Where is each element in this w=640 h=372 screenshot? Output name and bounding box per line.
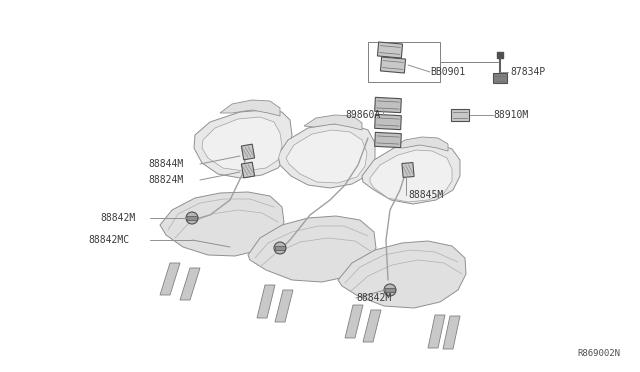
Polygon shape bbox=[241, 162, 255, 178]
Text: 88842MC: 88842MC bbox=[88, 235, 129, 245]
Polygon shape bbox=[345, 305, 363, 338]
Polygon shape bbox=[275, 290, 293, 322]
Circle shape bbox=[186, 212, 198, 224]
Polygon shape bbox=[187, 216, 197, 220]
Polygon shape bbox=[394, 137, 448, 151]
Circle shape bbox=[384, 284, 396, 296]
Polygon shape bbox=[194, 110, 292, 178]
Polygon shape bbox=[493, 73, 507, 83]
Polygon shape bbox=[370, 150, 452, 202]
Polygon shape bbox=[220, 100, 280, 116]
Text: 88845M: 88845M bbox=[408, 190, 444, 200]
Polygon shape bbox=[385, 288, 395, 292]
Polygon shape bbox=[380, 57, 406, 73]
Polygon shape bbox=[362, 143, 460, 204]
Text: 89860A: 89860A bbox=[345, 110, 380, 120]
Polygon shape bbox=[286, 130, 367, 183]
Text: 88844M: 88844M bbox=[148, 159, 183, 169]
Polygon shape bbox=[374, 97, 401, 113]
Polygon shape bbox=[374, 114, 401, 130]
Polygon shape bbox=[278, 124, 375, 188]
Polygon shape bbox=[248, 216, 376, 282]
Polygon shape bbox=[202, 117, 282, 171]
Polygon shape bbox=[180, 268, 200, 300]
Polygon shape bbox=[428, 315, 445, 348]
Polygon shape bbox=[374, 132, 401, 148]
Polygon shape bbox=[443, 316, 460, 349]
Text: 88842M: 88842M bbox=[356, 293, 391, 303]
Polygon shape bbox=[160, 192, 284, 256]
Polygon shape bbox=[160, 263, 180, 295]
Polygon shape bbox=[338, 241, 466, 308]
Polygon shape bbox=[363, 310, 381, 342]
Polygon shape bbox=[451, 109, 469, 121]
Text: BB0901: BB0901 bbox=[430, 67, 465, 77]
Polygon shape bbox=[257, 285, 275, 318]
Polygon shape bbox=[275, 246, 285, 250]
Text: 87834P: 87834P bbox=[510, 67, 545, 77]
Polygon shape bbox=[378, 42, 403, 58]
Point bbox=[495, 52, 505, 58]
Text: R869002N: R869002N bbox=[577, 349, 620, 358]
Text: 88910M: 88910M bbox=[493, 110, 528, 120]
Polygon shape bbox=[241, 144, 255, 160]
Polygon shape bbox=[304, 115, 362, 130]
Polygon shape bbox=[402, 163, 414, 177]
Circle shape bbox=[274, 242, 286, 254]
Text: 88824M: 88824M bbox=[148, 175, 183, 185]
Text: 88842M: 88842M bbox=[100, 213, 135, 223]
